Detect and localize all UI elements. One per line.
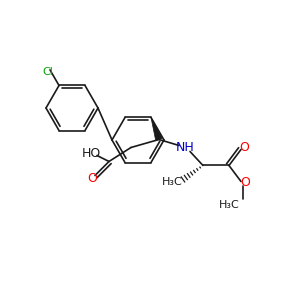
Polygon shape bbox=[151, 118, 162, 141]
Text: HO: HO bbox=[81, 147, 101, 160]
Text: H₃C: H₃C bbox=[219, 200, 239, 211]
Text: H₃C: H₃C bbox=[162, 178, 182, 188]
Text: O: O bbox=[87, 172, 97, 185]
Text: O: O bbox=[240, 176, 250, 189]
Text: Cl: Cl bbox=[43, 67, 53, 77]
Text: NH: NH bbox=[176, 141, 194, 154]
Text: O: O bbox=[239, 141, 249, 154]
